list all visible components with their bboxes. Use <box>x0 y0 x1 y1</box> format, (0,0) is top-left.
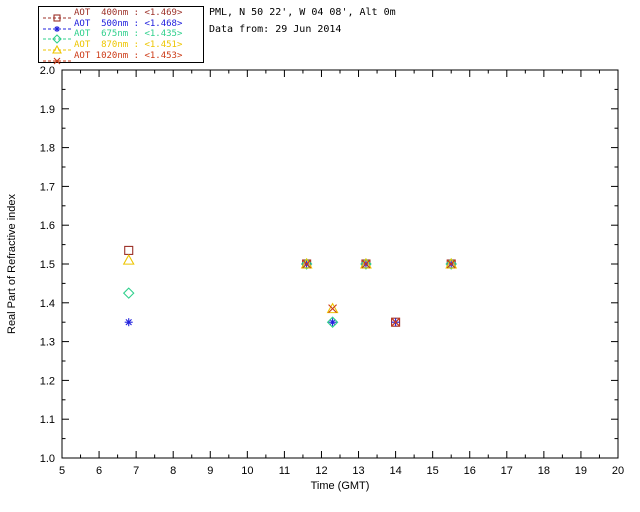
legend-marker-870nm-icon <box>42 40 72 54</box>
y-tick-label: 1.6 <box>40 220 55 232</box>
legend-label-500nm: AOT 500nm : <1.468> <box>74 18 183 29</box>
x-tick-label: 12 <box>315 465 327 477</box>
x-tick-label: 13 <box>352 465 364 477</box>
legend-marker-1020nm-icon <box>42 51 72 65</box>
x-tick-label: 18 <box>538 465 550 477</box>
series-aot-400nm <box>124 245 456 327</box>
x-axis-title: Time (GMT) <box>311 480 370 492</box>
diamond-marker-icon <box>43 34 71 45</box>
legend-marker-400nm-icon <box>42 8 72 22</box>
triangle-marker-icon <box>43 44 71 54</box>
site-location-text: PML, N 50 22', W 04 08', Alt 0m <box>209 7 396 18</box>
x-tick-label: 9 <box>207 465 213 477</box>
y-tick-label: 1.5 <box>40 259 55 271</box>
legend-marker-500nm-icon <box>42 19 72 32</box>
legend-label-1020nm: AOT 1020nm : <1.453> <box>74 50 183 61</box>
asterisk-marker-icon <box>43 25 71 32</box>
x-tick-label: 8 <box>170 465 176 477</box>
y-tick-label: 1.7 <box>40 181 55 193</box>
x-tick-label: 11 <box>279 465 290 477</box>
x-tick-label: 17 <box>501 465 513 477</box>
plot-header: PML, N 50 22', W 04 08', Alt 0m Data fro… <box>209 4 396 38</box>
axes: 5 6 7 8 9 10 11 12 13 14 15 16 17 18 19 20 1.0 1.1 1.2 1.3 1… <box>6 65 624 492</box>
y-tick-label: 1.4 <box>40 298 55 310</box>
x-marker-icon <box>43 57 71 65</box>
y-tick-label: 1.0 <box>40 453 55 465</box>
x-tick-label: 14 <box>389 465 401 477</box>
y-tick-label: 1.1 <box>40 414 55 426</box>
legend-item-675nm: AOT 675nm : <1.435> <box>42 29 200 45</box>
x-tick-label: 19 <box>575 465 587 477</box>
legend: AOT 400nm : <1.469> AOT 500nm : <1.468> … <box>38 6 204 65</box>
x-tick-label: 15 <box>427 465 439 477</box>
series-aot-675nm <box>122 258 457 328</box>
legend-item-500nm: AOT 500nm : <1.468> <box>42 18 200 32</box>
legend-label-400nm: AOT 400nm : <1.469> <box>74 8 183 19</box>
legend-item-1020nm: AOT 1020nm : <1.453> <box>42 50 200 65</box>
x-tick-label: 16 <box>464 465 476 477</box>
legend-label-675nm: AOT 675nm : <1.435> <box>74 29 183 40</box>
square-marker-icon <box>43 14 71 22</box>
y-tick-label: 1.3 <box>40 337 55 349</box>
x-tick-label: 6 <box>96 465 102 477</box>
x-tick-label: 7 <box>133 465 139 477</box>
y-tick-label: 1.2 <box>40 375 55 387</box>
x-tick-label: 10 <box>241 465 253 477</box>
legend-marker-675nm-icon <box>42 29 72 45</box>
x-tick-label: 5 <box>59 465 65 477</box>
series-aot-870nm <box>122 253 458 314</box>
x-tick-label: 20 <box>612 465 624 477</box>
series-aot-500nm <box>124 260 456 327</box>
legend-item-870nm: AOT 870nm : <1.451> <box>42 40 200 54</box>
data-date-text: Data from: 29 Jun 2014 <box>209 24 342 35</box>
legend-label-870nm: AOT 870nm : <1.451> <box>74 40 183 51</box>
y-axis-title: Real Part of Refractive index <box>6 193 18 334</box>
y-tick-label: 1.8 <box>40 143 55 155</box>
y-tick-label: 1.9 <box>40 104 55 116</box>
y-tick-label: 2.0 <box>40 65 55 77</box>
legend-item-400nm: AOT 400nm : <1.469> <box>42 8 200 22</box>
series-aot-1020nm <box>302 259 456 327</box>
